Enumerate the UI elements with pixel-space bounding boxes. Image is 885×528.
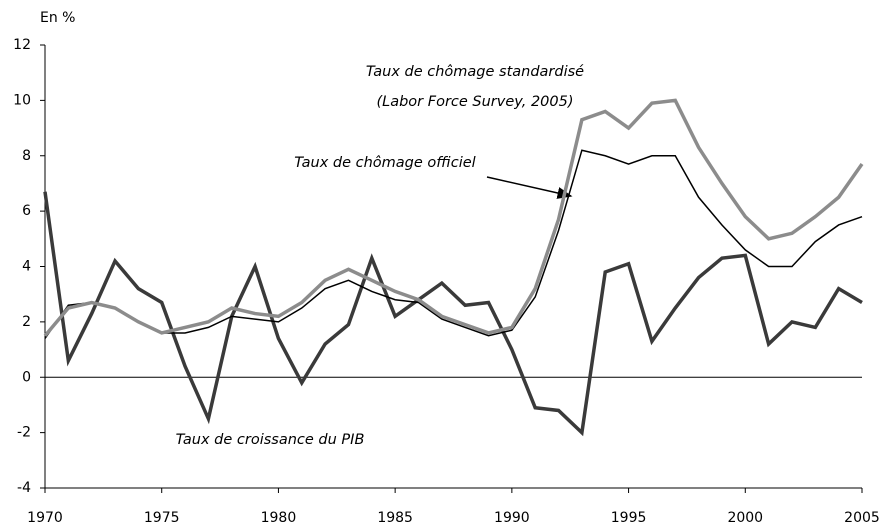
x-tick-label: 1990: [494, 510, 530, 526]
arrow: [486, 176, 573, 199]
series-line: [43, 191, 863, 437]
series-line: [43, 98, 864, 337]
y-tick-label: 8: [22, 148, 31, 164]
y-tick-label: 4: [22, 259, 31, 275]
x-tick-label: 1995: [611, 510, 647, 526]
x-tick-label: 2005: [844, 510, 880, 526]
x-tick-label: 1985: [377, 510, 413, 526]
x-tick-label: 1970: [27, 510, 63, 526]
y-tick-label: 6: [22, 203, 31, 219]
y-tick-label: -2: [17, 425, 31, 441]
series-label: Taux de croissance du PIB: [176, 432, 365, 448]
annotation: (Labor Force Survey, 2005): [376, 94, 573, 110]
y-axis-label: En %: [40, 10, 75, 26]
y-tick-label: 12: [13, 37, 31, 53]
series-label: Taux de chômage officiel: [294, 155, 475, 171]
x-tick-label: 1980: [261, 510, 297, 526]
x-tick-label: 1975: [144, 510, 180, 526]
x-tick-label: 2000: [727, 510, 763, 526]
series-label: Taux de chômage standardisé: [366, 64, 584, 80]
y-tick-label: 0: [22, 369, 31, 385]
series-line: [44, 149, 863, 339]
y-tick-label: -4: [17, 480, 31, 496]
y-tick-label: 2: [22, 314, 31, 330]
y-tick-label: 10: [13, 92, 31, 108]
